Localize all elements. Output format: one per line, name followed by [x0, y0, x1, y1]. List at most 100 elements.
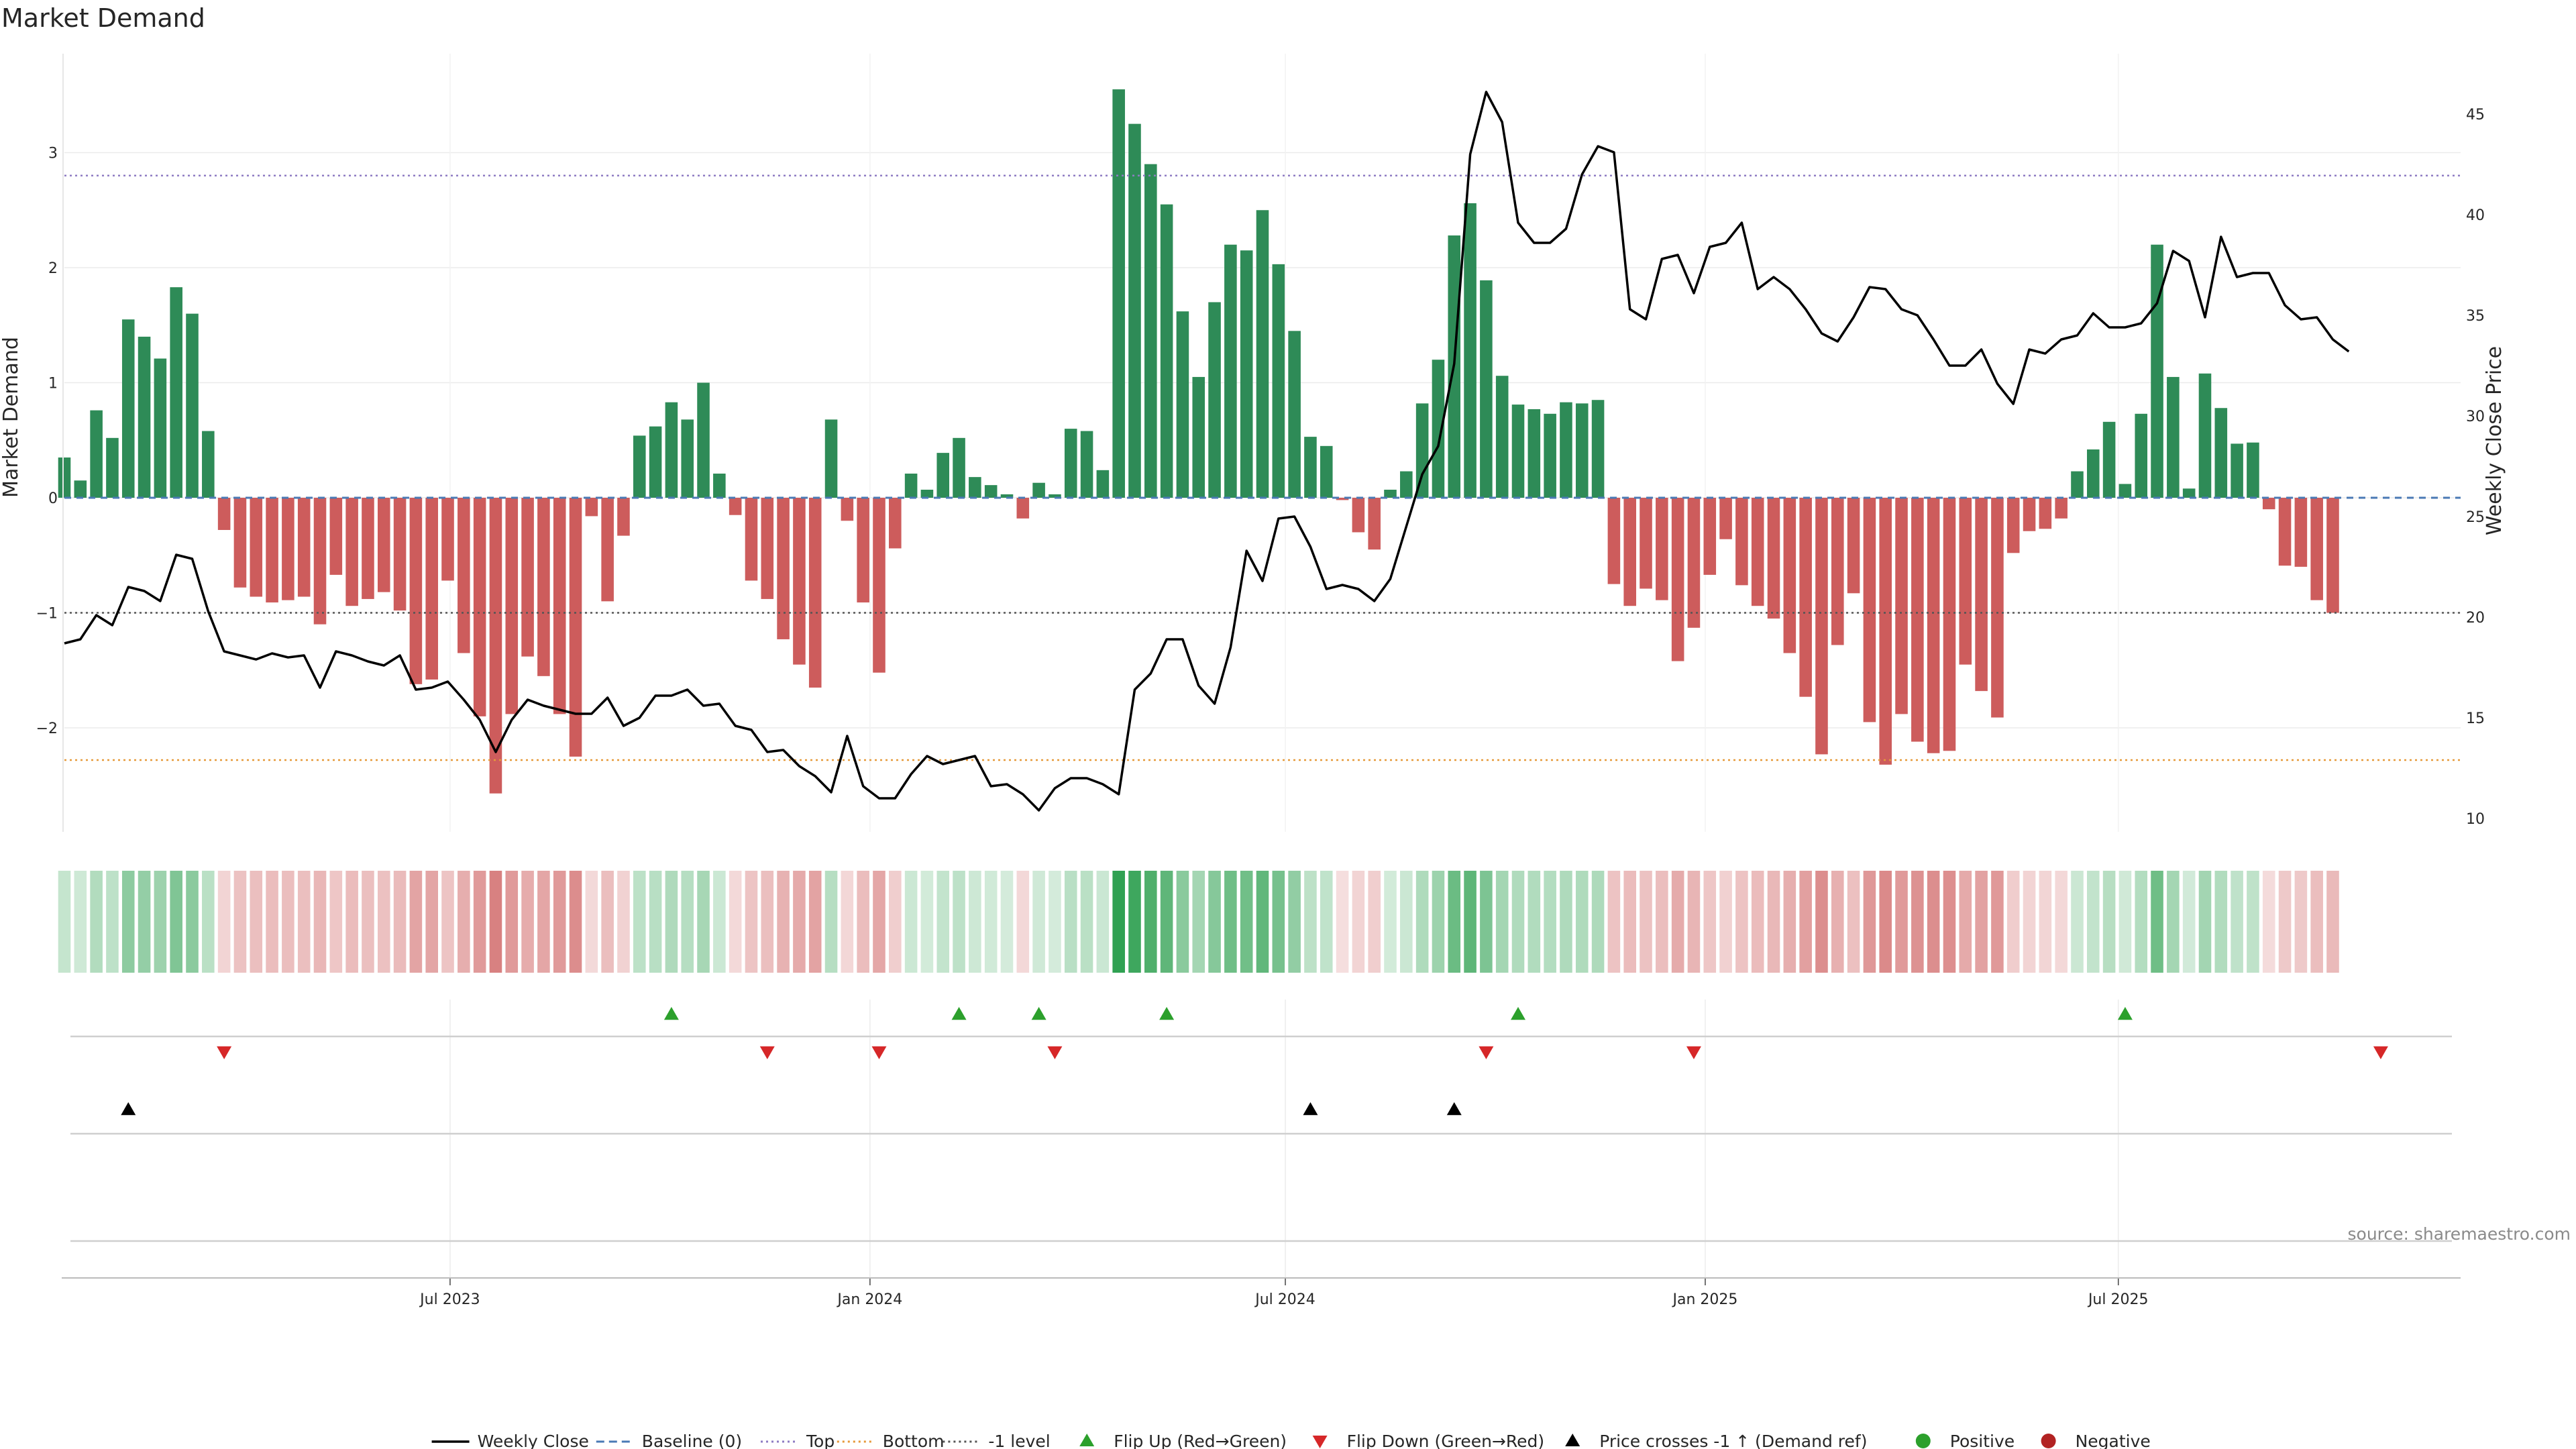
heat-cell [74, 871, 87, 973]
heat-cell [617, 871, 630, 973]
heat-cell [297, 871, 311, 973]
y-tick-label: 3 [48, 146, 58, 162]
y-axis-title: Market Demand [0, 337, 23, 498]
demand-bar [1959, 498, 1972, 665]
heat-cell [1895, 871, 1908, 973]
heat-cell [2006, 871, 2020, 973]
legend-item: Price crosses -1 ↑ (Demand ref) [1565, 1432, 1867, 1449]
heat-cell [824, 871, 838, 973]
weekly-close-series-line [64, 91, 2350, 812]
heat-cell [665, 871, 678, 973]
heat-cell [1368, 871, 1381, 973]
demand-bar [1304, 437, 1317, 498]
demand-bar [1943, 498, 1956, 751]
heat-cell [1448, 871, 1461, 973]
demand-bar [936, 453, 950, 498]
heat-cell [1703, 871, 1717, 973]
demand-bar [1895, 498, 1908, 714]
heat-cell [1352, 871, 1365, 973]
heat-cell [889, 871, 902, 973]
demand-bar [2278, 498, 2292, 566]
demand-bar [250, 498, 263, 597]
demand-bar [1560, 402, 1572, 498]
legend-triangle-down-icon [1312, 1436, 1328, 1448]
flip-up-marker [663, 1007, 679, 1020]
heat-cell [1783, 871, 1796, 973]
demand-bar [713, 473, 726, 498]
y2-tick-label: 10 [2466, 811, 2485, 828]
price-cross-marker [121, 1102, 136, 1116]
heat-cell [2198, 871, 2212, 973]
flip-down-marker [2373, 1046, 2388, 1059]
heat-cell [1544, 871, 1556, 973]
demand-bar [1703, 498, 1717, 575]
flip-down-marker [1479, 1046, 1494, 1059]
heat-cell [2102, 871, 2116, 973]
price-cross-marker [1446, 1102, 1462, 1116]
legend-triangle-up-icon [1079, 1434, 1095, 1446]
heat-cell [1975, 871, 1988, 973]
demand-bar [697, 382, 710, 498]
heat-cell [585, 871, 598, 973]
heat-cell [1815, 871, 1828, 973]
weekly-close-line [64, 91, 2350, 812]
legend-triangle-up-icon [1565, 1434, 1580, 1446]
flip-down-marker [1686, 1046, 1701, 1059]
heat-cell [697, 871, 710, 973]
heat-cell [1943, 871, 1956, 973]
legend: Weekly Close Baseline (0) Top Bottom -1 leve… [431, 1432, 2151, 1449]
demand-bar [1400, 471, 1413, 498]
demand-bar [266, 498, 278, 603]
demand-bar [1000, 494, 1014, 498]
demand-bar [969, 477, 981, 498]
demand-bar [2167, 376, 2180, 498]
heat-cell [425, 871, 438, 973]
demand-bar [1240, 250, 1253, 498]
demand-bar [282, 498, 294, 600]
heat-cell [2214, 871, 2228, 973]
chart-title: Market Demand [1, 3, 205, 33]
heat-cell [458, 871, 470, 973]
demand-bar [202, 431, 215, 498]
demand-bar [1128, 123, 1141, 498]
heat-cell [1927, 871, 1940, 973]
legend-item: Bottom [837, 1432, 945, 1449]
y2-axis-title: Weekly Close Price [2483, 346, 2506, 535]
heat-cell [2023, 871, 2036, 973]
demand-bar [824, 419, 838, 498]
demand-bar [1640, 498, 1652, 589]
heat-cell [1719, 871, 1732, 973]
y2-tick-label: 20 [2466, 610, 2485, 627]
heat-cell [1160, 871, 1173, 973]
demand-bar [2326, 498, 2339, 613]
flip-up-marker [1159, 1007, 1175, 1020]
demand-bar [745, 498, 758, 581]
heat-cell [920, 871, 934, 973]
heat-cell [2055, 871, 2068, 973]
heat-cell [441, 871, 454, 973]
demand-bar [2151, 244, 2163, 498]
demand-bar [138, 336, 151, 498]
demand-bar [409, 498, 423, 684]
demand-bar [601, 498, 614, 602]
demand-bar [2055, 498, 2068, 519]
heat-cell [873, 871, 885, 973]
heat-cell [1831, 871, 1844, 973]
heat-cell [777, 871, 790, 973]
demand-bar [2118, 484, 2132, 498]
demand-bar [1831, 498, 1844, 645]
demand-bar [617, 498, 630, 536]
demand-bar [2247, 442, 2259, 498]
demand-bar [505, 498, 519, 714]
demand-bar [1415, 403, 1429, 498]
heat-cell [1400, 871, 1413, 973]
heat-cell [505, 871, 519, 973]
demand-bar [1783, 498, 1796, 653]
x-tick-label: Jan 2024 [836, 1291, 902, 1308]
heat-cell [1336, 871, 1349, 973]
heat-cell [2167, 871, 2180, 973]
demand-bar [1687, 498, 1701, 628]
demand-bar [1815, 498, 1828, 755]
